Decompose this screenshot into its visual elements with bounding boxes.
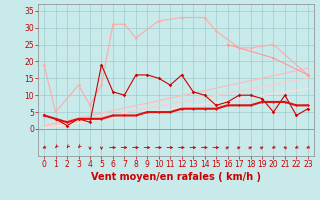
X-axis label: Vent moyen/en rafales ( km/h ): Vent moyen/en rafales ( km/h ) [91,172,261,182]
